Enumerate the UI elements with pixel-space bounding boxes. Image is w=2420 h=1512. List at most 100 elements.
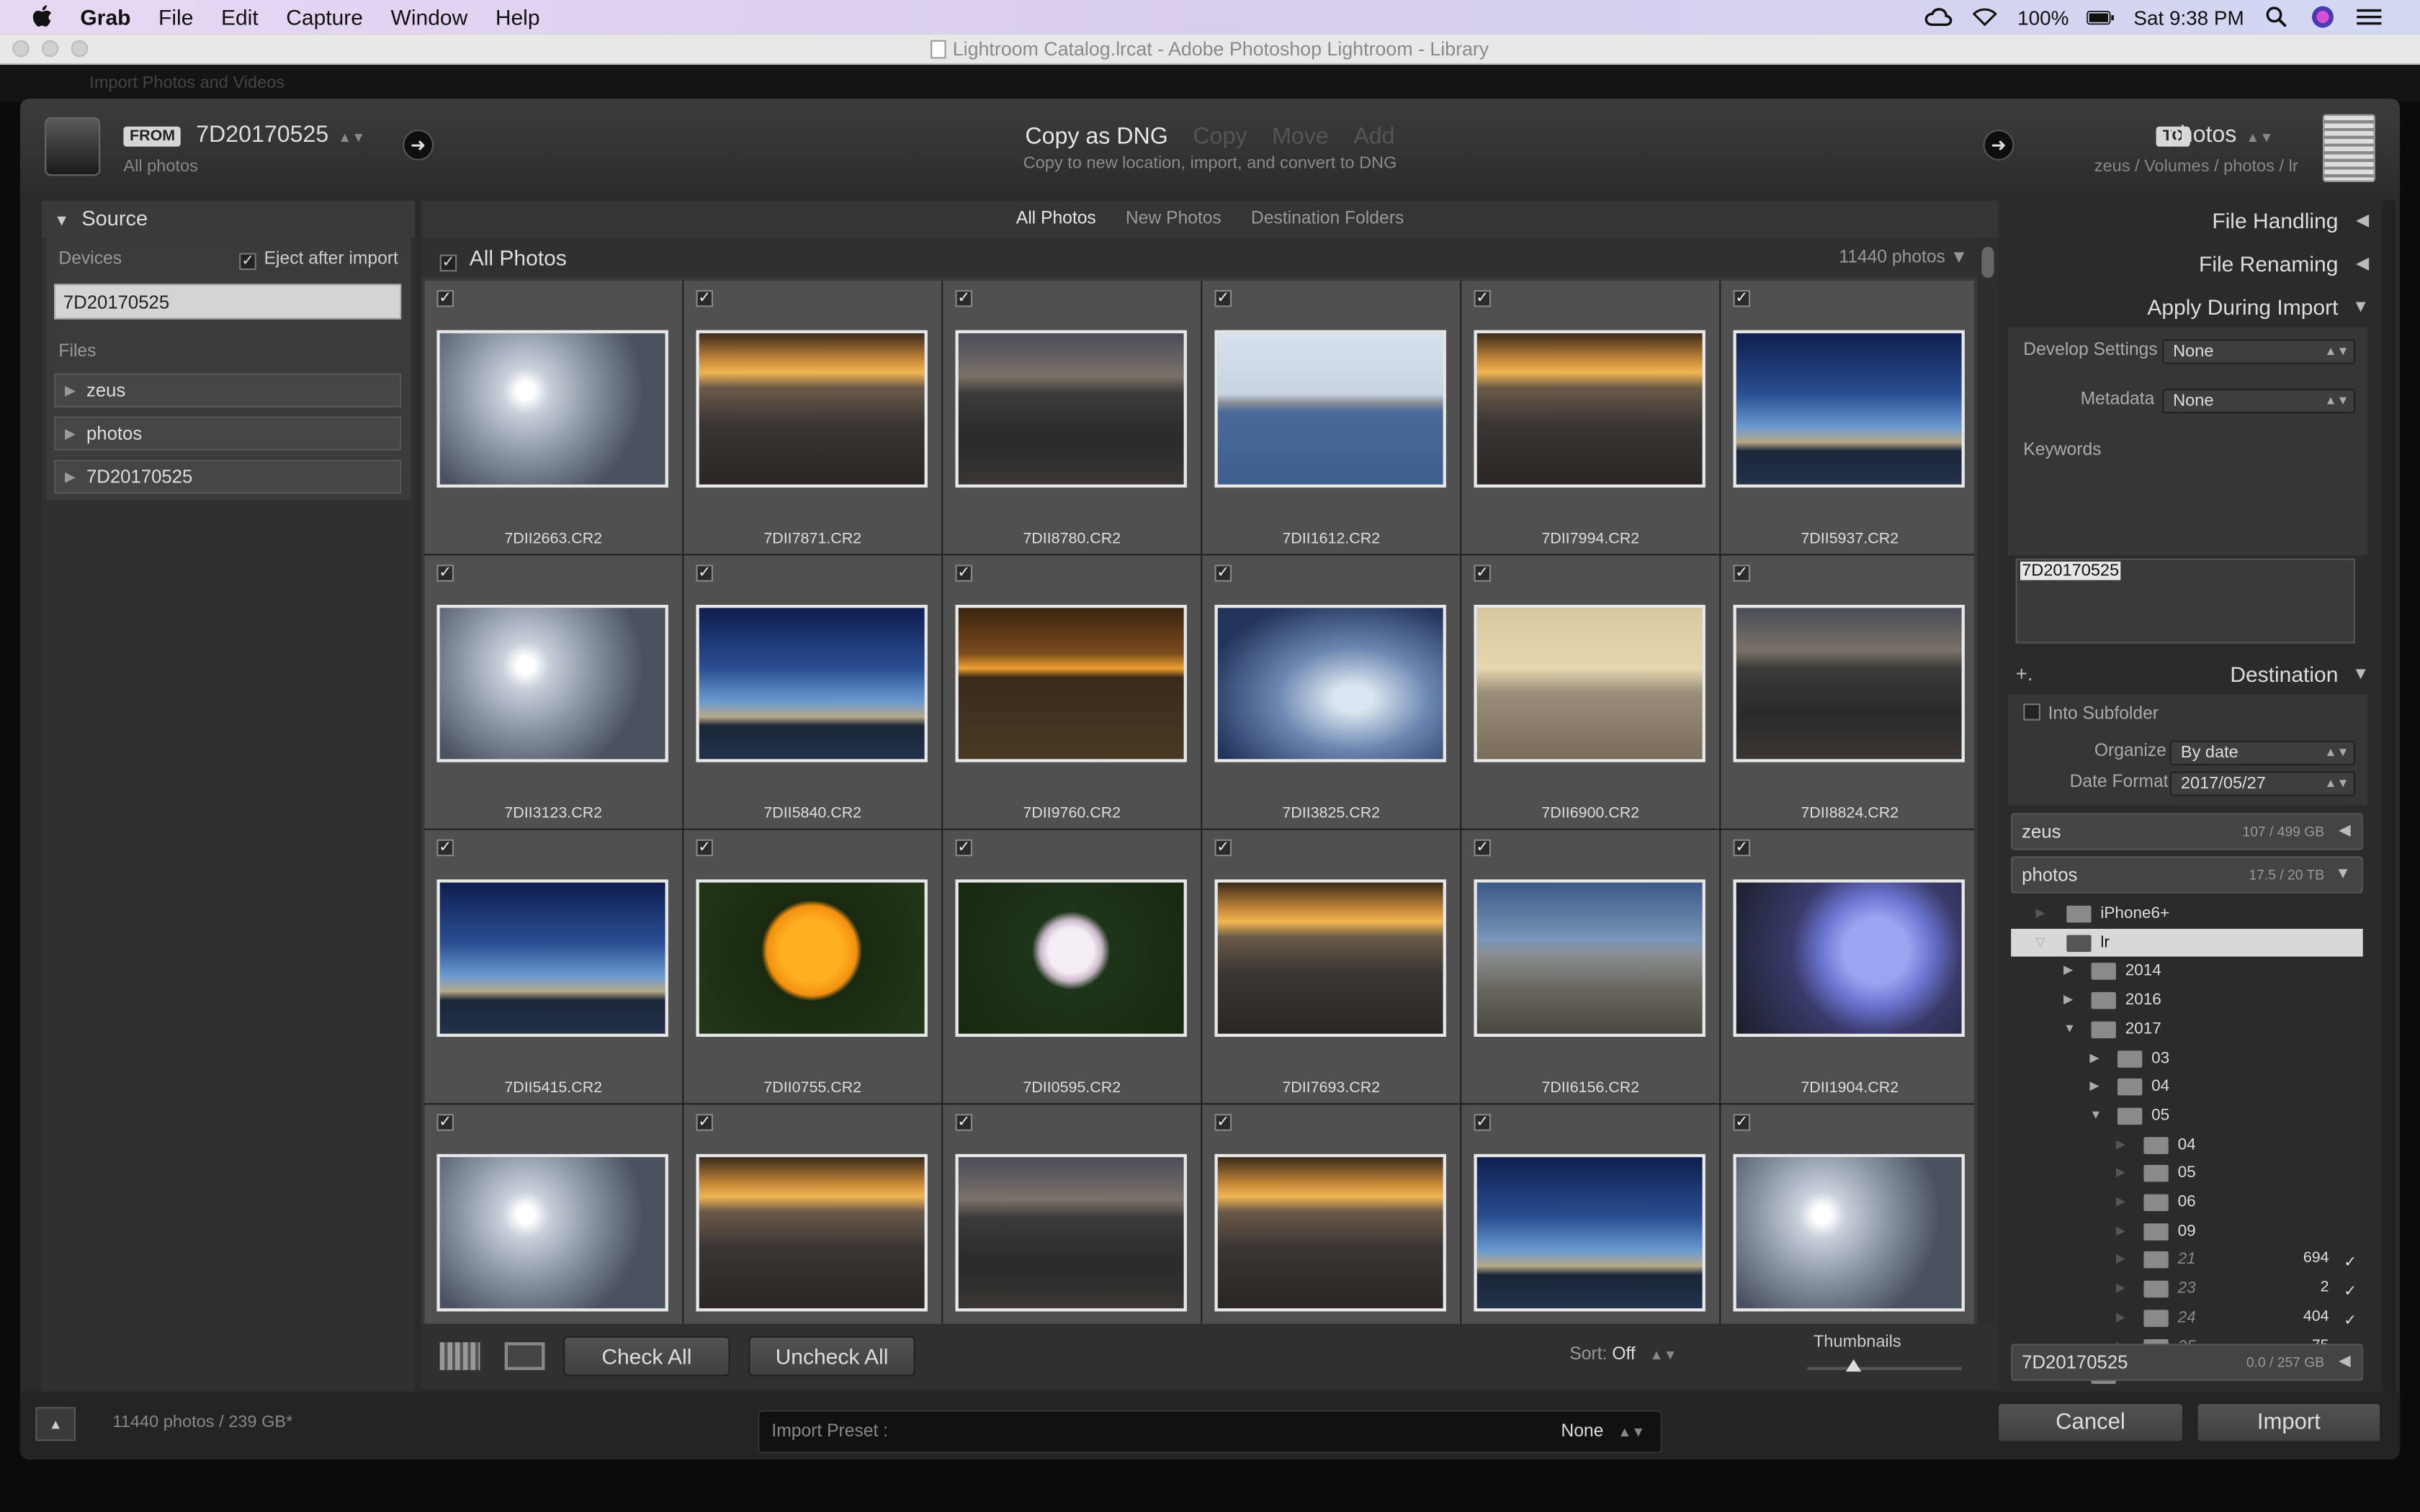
- photo-thumbnail[interactable]: [1733, 330, 1965, 488]
- source-arrow-icon[interactable]: ➜: [403, 130, 434, 161]
- photo-checkbox[interactable]: ✓: [436, 839, 454, 857]
- volume-7d20170525[interactable]: 7D20170525 0.0 / 257 GB ◀: [2011, 1344, 2363, 1381]
- photo-checkbox[interactable]: ✓: [696, 1114, 713, 1131]
- photo-checkbox[interactable]: ✓: [696, 564, 713, 582]
- grid-scrollbar[interactable]: [1977, 238, 1999, 1324]
- photo-thumbnail[interactable]: [696, 1153, 928, 1312]
- memory-card-icon[interactable]: [45, 117, 101, 176]
- cancel-button[interactable]: Cancel: [1996, 1402, 2184, 1443]
- photo-checkbox[interactable]: ✓: [1474, 564, 1491, 582]
- creative-cloud-icon[interactable]: [1925, 6, 1953, 28]
- minimize-window-button[interactable]: [41, 40, 59, 58]
- expand-triangle-icon[interactable]: ▶: [2115, 1251, 2126, 1266]
- folder-tree-item[interactable]: ▶ 24 404 ✓: [2011, 1303, 2363, 1332]
- photo-cell[interactable]: ✓ 7DII6900.CR2: [1461, 555, 1720, 829]
- photo-checkbox[interactable]: ✓: [696, 839, 713, 857]
- folder-tree-item[interactable]: ▶ 2016: [2011, 986, 2363, 1014]
- photo-thumbnail[interactable]: [955, 1153, 1187, 1312]
- tab-new-photos[interactable]: New Photos: [1125, 210, 1222, 229]
- menu-window[interactable]: Window: [390, 4, 468, 30]
- source-panel-header[interactable]: ▼ Source: [41, 200, 416, 238]
- photo-cell[interactable]: ✓: [424, 1104, 683, 1324]
- photo-checkbox[interactable]: ✓: [1733, 1114, 1750, 1131]
- uncheck-all-button[interactable]: Uncheck All: [748, 1336, 915, 1377]
- folder-tree-item[interactable]: ▶ 06: [2011, 1188, 2363, 1217]
- menu-file[interactable]: File: [158, 4, 194, 30]
- photo-thumbnail[interactable]: [1733, 605, 1965, 762]
- expand-triangle-icon[interactable]: ▶: [2115, 1280, 2126, 1295]
- photo-cell[interactable]: ✓ 7DII7994.CR2: [1461, 281, 1720, 554]
- source-selector[interactable]: 7D20170525 ▲▼: [196, 122, 365, 148]
- expand-triangle-icon[interactable]: ▶: [2035, 905, 2045, 920]
- tab-all-photos[interactable]: All Photos: [1016, 210, 1096, 229]
- menu-app-grab[interactable]: Grab: [80, 4, 131, 30]
- expand-triangle-icon[interactable]: ▶: [2115, 1223, 2126, 1237]
- thumbnail-size-slider[interactable]: [1807, 1359, 1962, 1372]
- clock[interactable]: Sat 9:38 PM: [2133, 5, 2244, 29]
- photo-cell[interactable]: ✓ 7DII5937.CR2: [1721, 281, 1974, 554]
- add-folder-icon[interactable]: +.: [2015, 662, 2033, 685]
- folder-tree-item[interactable]: ▶ 21 694 ✓: [2011, 1246, 2363, 1274]
- expand-triangle-icon[interactable]: ▶: [2089, 1050, 2099, 1064]
- photo-checkbox[interactable]: ✓: [1214, 289, 1232, 307]
- photo-cell[interactable]: ✓ 7DII7693.CR2: [1202, 829, 1461, 1104]
- mode-add[interactable]: Add: [1353, 123, 1395, 150]
- expand-triangle-icon[interactable]: ▶: [2115, 1309, 2126, 1324]
- photo-thumbnail[interactable]: [696, 605, 928, 762]
- photo-checkbox[interactable]: ✓: [1474, 839, 1491, 857]
- zoom-window-button[interactable]: [71, 40, 89, 58]
- folder-tree-item[interactable]: ▼ 2017: [2011, 1015, 2363, 1044]
- close-window-button[interactable]: [12, 40, 30, 58]
- spotlight-search-icon[interactable]: [2262, 6, 2290, 28]
- expand-triangle-icon[interactable]: ▼: [2063, 1021, 2076, 1035]
- expand-triangle-icon[interactable]: ▶: [2115, 1165, 2126, 1179]
- photo-cell[interactable]: ✓ 7DII0595.CR2: [943, 829, 1201, 1104]
- photo-thumbnail[interactable]: [436, 879, 668, 1037]
- photo-checkbox[interactable]: ✓: [955, 839, 972, 857]
- sort-control[interactable]: Sort: Off ▲▼: [1569, 1346, 1677, 1364]
- volume-zeus[interactable]: zeus 107 / 499 GB ◀: [2011, 813, 2363, 850]
- files-folder-7d20170525[interactable]: ▶ 7D20170525: [54, 459, 402, 494]
- volume-photos[interactable]: photos 17.5 / 20 TB ▼: [2011, 856, 2363, 894]
- photo-thumbnail[interactable]: [1474, 605, 1706, 762]
- photo-cell[interactable]: ✓: [1721, 1104, 1974, 1324]
- photo-thumbnail[interactable]: [436, 605, 668, 762]
- loupe-view-icon[interactable]: [504, 1342, 545, 1370]
- photo-cell[interactable]: ✓ 7DII1904.CR2: [1721, 829, 1974, 1104]
- photo-checkbox[interactable]: ✓: [1474, 289, 1491, 307]
- photo-checkbox[interactable]: ✓: [436, 289, 454, 307]
- siri-icon[interactable]: [2309, 6, 2337, 28]
- photo-checkbox[interactable]: ✓: [696, 289, 713, 307]
- destination-selector[interactable]: photos ▲▼: [2167, 122, 2274, 148]
- expand-triangle-icon[interactable]: ▶: [2115, 1194, 2126, 1208]
- photo-thumbnail[interactable]: [1214, 330, 1446, 488]
- photo-cell[interactable]: ✓ 7DII5415.CR2: [424, 829, 683, 1104]
- photo-thumbnail[interactable]: [696, 330, 928, 488]
- keywords-field[interactable]: 7D20170525: [2015, 558, 2355, 644]
- photo-checkbox[interactable]: ✓: [1214, 839, 1232, 857]
- folder-tree-item[interactable]: ▶ 23 2 ✓: [2011, 1274, 2363, 1303]
- folder-tree-item[interactable]: ▶ 04: [2011, 1130, 2363, 1159]
- file-handling-header[interactable]: File Handling ◀: [2003, 201, 2378, 241]
- device-item[interactable]: 7D20170525: [54, 284, 402, 320]
- photo-checkbox[interactable]: ✓: [436, 564, 454, 582]
- photo-checkbox[interactable]: ✓: [1733, 839, 1750, 857]
- menu-capture[interactable]: Capture: [286, 4, 363, 30]
- expand-triangle-icon[interactable]: ▼: [2089, 1107, 2102, 1122]
- photo-thumbnail[interactable]: [1474, 879, 1706, 1037]
- folder-tree-item[interactable]: ▶ 09: [2011, 1217, 2363, 1246]
- metadata-select[interactable]: None ▲▼: [2162, 389, 2355, 414]
- menu-help[interactable]: Help: [495, 4, 540, 30]
- destination-arrow-icon[interactable]: ➜: [1983, 130, 2015, 161]
- scrollbar-thumb[interactable]: [1981, 246, 1994, 278]
- photo-cell[interactable]: ✓: [1202, 1104, 1461, 1324]
- server-icon[interactable]: [2323, 114, 2375, 182]
- photo-cell[interactable]: ✓ 7DII9760.CR2: [943, 555, 1201, 829]
- eject-after-import-checkbox[interactable]: ✓ Eject after import: [239, 250, 398, 270]
- folder-tree-item[interactable]: ▶ 2014: [2011, 957, 2363, 986]
- folder-tree-item[interactable]: ▶ 03: [2011, 1044, 2363, 1073]
- right-panel-scrollbar[interactable]: [2383, 200, 2396, 1392]
- photo-checkbox[interactable]: ✓: [1733, 564, 1750, 582]
- tab-destination-folders[interactable]: Destination Folders: [1250, 210, 1404, 229]
- expand-triangle-icon[interactable]: ▶: [2089, 1079, 2099, 1093]
